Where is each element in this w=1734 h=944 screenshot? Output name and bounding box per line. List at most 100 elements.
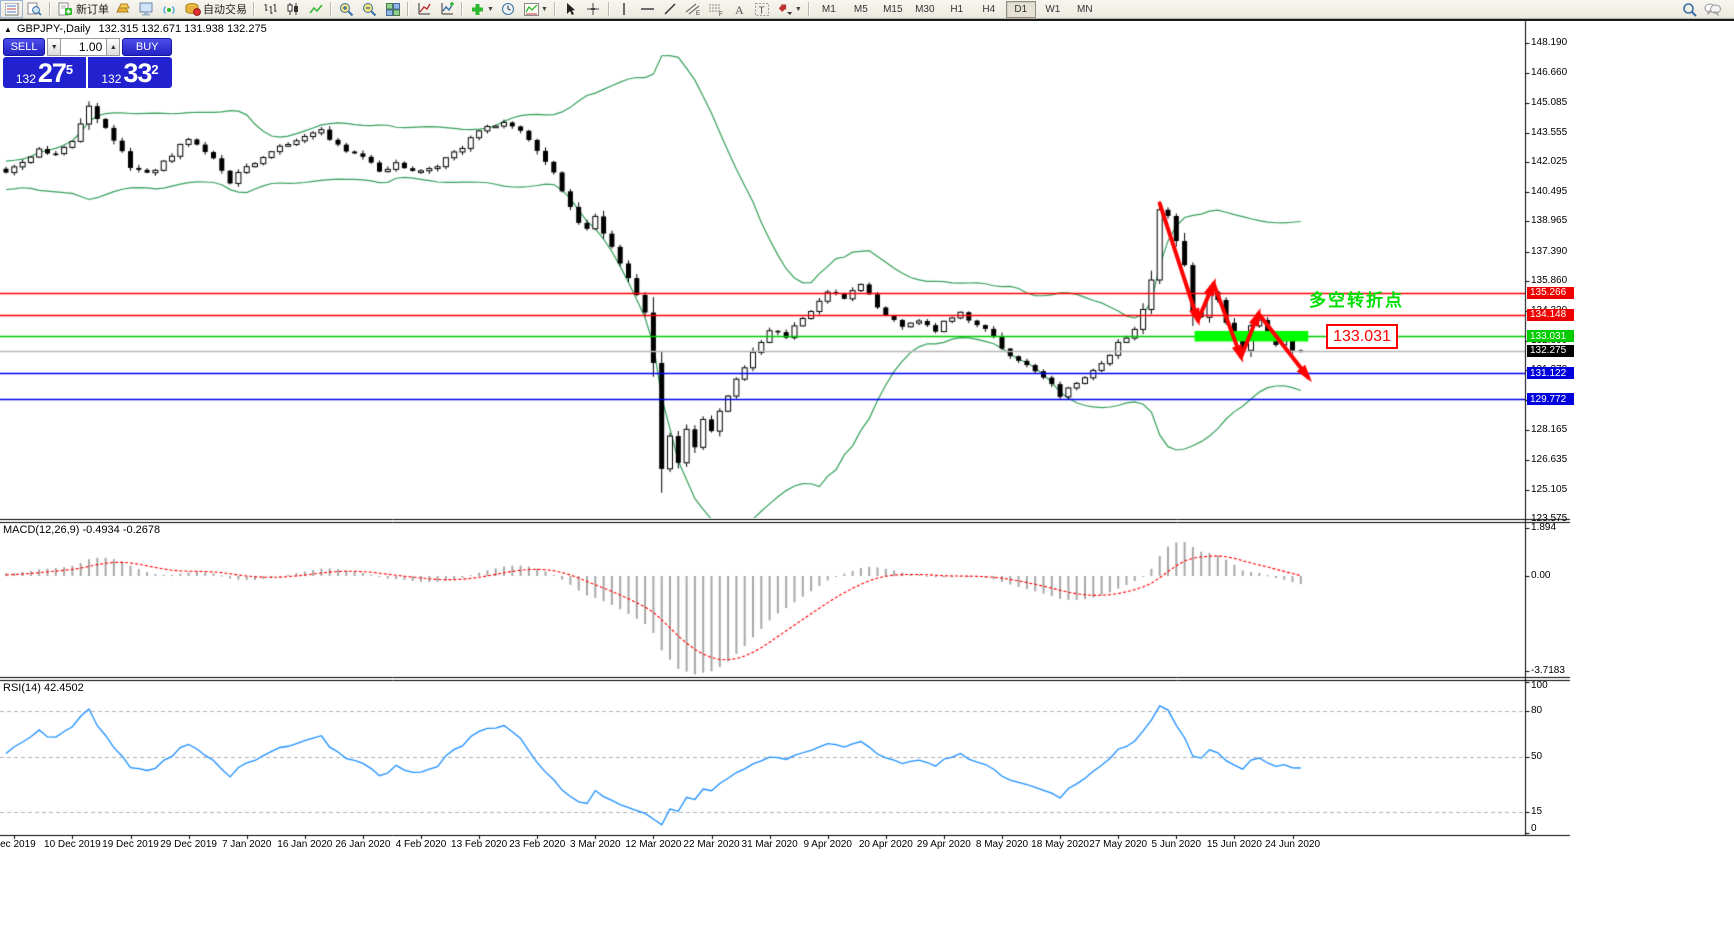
date-tick-label: 31 Mar 2020 [741, 839, 798, 850]
date-tick-label: 7 Jan 2020 [221, 839, 272, 850]
buy-button[interactable]: BUY [122, 38, 172, 56]
price-level-badge: 134.148 [1527, 308, 1574, 321]
date-tick-label: 13 Feb 2020 [451, 839, 508, 850]
tile-windows-button[interactable] [381, 0, 404, 18]
indicators-button[interactable] [412, 0, 435, 18]
candlestick-chart-button[interactable] [281, 0, 304, 18]
signals-button[interactable] [158, 0, 181, 18]
price-level-badge: 133.031 [1527, 330, 1574, 343]
price-level-badge: 132.275 [1527, 344, 1574, 357]
price-tick-label: 142.025 [1531, 156, 1568, 168]
timeframe-m1[interactable]: M1 [821, 3, 836, 15]
cursor-icon [562, 2, 579, 17]
sell-price-sup: 5 [65, 62, 74, 77]
toolbar-separator [407, 2, 409, 16]
date-tick-label: 16 Jan 2020 [277, 839, 333, 850]
timeframe-m15[interactable]: M15 [883, 3, 903, 15]
line-chart-icon [307, 2, 324, 17]
date-tick-label: 15 Jun 2020 [1206, 839, 1262, 850]
period-clock-button[interactable] [497, 0, 520, 18]
macd-tick-label: 0.00 [1531, 570, 1551, 581]
data-window-button[interactable] [23, 0, 46, 18]
buy-price-button[interactable]: 132 33 2 [88, 57, 172, 88]
bar-chart-icon [261, 2, 278, 17]
svg-text:T: T [759, 5, 765, 16]
tile-windows-icon [384, 2, 401, 17]
dropdown-caret: ▼ [794, 5, 802, 13]
date-tick-label: 20 Apr 2020 [858, 839, 913, 850]
vertical-line-button[interactable] [613, 0, 636, 18]
volume-increase-button[interactable]: ▲ [106, 38, 121, 56]
market-watch-button[interactable] [0, 0, 23, 18]
volume-input[interactable]: 1.00 [61, 38, 107, 56]
sell-button[interactable]: SELL [3, 38, 46, 56]
price-level-badge: 129.772 [1527, 393, 1574, 406]
vertical-line-icon [616, 2, 633, 17]
price-tick-label: 137.390 [1531, 245, 1568, 257]
equidistant-channel-button[interactable]: E [682, 0, 705, 18]
add-object-dropdown[interactable]: ▼ [466, 0, 497, 18]
rsi-tick-label: 100 [1531, 679, 1548, 691]
rsi-tick-label: 80 [1531, 704, 1543, 716]
price-tick-label: 140.495 [1531, 185, 1568, 197]
line-chart-button[interactable] [304, 0, 327, 18]
toolbar-separator [49, 2, 51, 16]
timeframe-h1[interactable]: H1 [950, 3, 964, 15]
chart-window-top-border [0, 19, 1734, 21]
svg-text:F: F [719, 12, 723, 16]
price-level-badge: 135.266 [1527, 286, 1574, 299]
new-order-button[interactable]: 新订单 [54, 0, 112, 18]
date-tick-label: 3 Mar 2020 [570, 839, 621, 850]
timeframe-d1[interactable]: D1 [1005, 0, 1036, 18]
ohlc-values: 132.315 132.671 131.938 132.275 [98, 23, 267, 35]
timeframe-h4[interactable]: H4 [982, 3, 996, 15]
price-level-box[interactable]: 133.031 [1326, 324, 1398, 349]
volume-decrease-button[interactable]: ▼ [47, 38, 62, 56]
autotrading-button[interactable]: 自动交易 [181, 0, 250, 18]
bar-chart-button[interactable] [258, 0, 281, 18]
horizontal-line-button[interactable] [636, 0, 659, 18]
macd-indicator-label: MACD(12,26,9) -0.4934 -0.2678 [3, 524, 161, 536]
cursor-button[interactable] [559, 0, 582, 18]
timeframe-m30[interactable]: M30 [915, 3, 935, 15]
date-tick-label: 10 Dec 2019 [44, 839, 101, 850]
zoom-out-button[interactable] [358, 0, 381, 18]
crosshair-button[interactable] [582, 0, 605, 18]
main-toolbar: 新订单 自动交易 ▼ ▼ E F A T ▼ M1 M5 M15 M30 H1 H4 D1 W… [0, 0, 1734, 19]
gold-button[interactable] [112, 0, 135, 18]
date-tick-label: 4 Feb 2020 [395, 839, 447, 850]
timeframe-toolbar: M1 M5 M15 M30 H1 H4 D1 W1 MN [813, 0, 1101, 18]
indicator-window-button[interactable] [435, 0, 458, 18]
toolbar-separator [607, 2, 610, 16]
autotrading-label: 自动交易 [203, 4, 247, 16]
svg-text:E: E [696, 11, 700, 16]
timeframe-mn[interactable]: MN [1077, 3, 1093, 15]
equidistant-channel-icon: E [685, 2, 702, 17]
fibonacci-button[interactable]: F [705, 0, 728, 18]
price-tick-label: 123.575 [1531, 513, 1568, 525]
horizontal-line-icon [639, 2, 656, 17]
toolbar-separator [461, 2, 463, 16]
sell-price-prefix: 132 [15, 72, 36, 86]
arrows-dropdown[interactable]: ▼ [774, 0, 805, 18]
trade-prices-row: 132 27 5 132 33 2 [3, 57, 172, 88]
date-tick-label: 12 Mar 2020 [625, 839, 682, 850]
toolbar-separator [253, 2, 255, 16]
chart-profile-dropdown[interactable]: ▼ [520, 0, 551, 18]
sell-price-big: 27 [37, 58, 67, 88]
collapse-trade-panel-icon[interactable]: ▲ [4, 24, 12, 34]
zoom-in-button[interactable] [335, 0, 358, 18]
toolbar-separator [553, 2, 556, 16]
metaeditor-button[interactable] [135, 0, 158, 18]
date-tick-label: 29 Dec 2019 [160, 839, 217, 850]
text-label-button[interactable]: T [751, 0, 774, 18]
search-button[interactable] [1678, 0, 1701, 18]
trendline-button[interactable] [659, 0, 682, 18]
timeframe-w1[interactable]: W1 [1045, 3, 1061, 15]
chat-button[interactable] [1701, 0, 1724, 18]
turning-point-annotation[interactable]: 多空转折点 [1309, 291, 1404, 310]
text-button[interactable]: A [728, 0, 751, 18]
sell-price-button[interactable]: 132 27 5 [3, 57, 86, 88]
timeframe-m5[interactable]: M5 [853, 3, 868, 15]
